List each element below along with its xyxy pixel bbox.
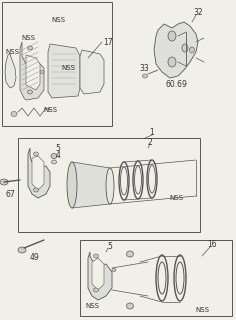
Ellipse shape <box>190 47 194 53</box>
Ellipse shape <box>176 262 184 294</box>
Ellipse shape <box>135 166 142 194</box>
Text: 4: 4 <box>55 150 60 159</box>
Polygon shape <box>92 258 104 290</box>
Text: 49: 49 <box>29 253 39 262</box>
Ellipse shape <box>148 165 156 193</box>
Ellipse shape <box>93 288 98 292</box>
Text: NSS: NSS <box>85 303 99 309</box>
Text: 2: 2 <box>148 138 152 147</box>
Ellipse shape <box>18 247 26 253</box>
Ellipse shape <box>119 162 129 200</box>
Ellipse shape <box>182 44 188 52</box>
Ellipse shape <box>34 188 38 192</box>
Text: 67: 67 <box>5 189 15 198</box>
Polygon shape <box>72 162 110 208</box>
Text: NSS: NSS <box>43 107 57 113</box>
Bar <box>2 2 112 126</box>
Ellipse shape <box>174 255 186 301</box>
Ellipse shape <box>51 160 56 164</box>
Polygon shape <box>154 22 198 78</box>
Text: NSS: NSS <box>51 17 65 23</box>
Polygon shape <box>28 148 50 198</box>
Text: NSS: NSS <box>21 35 35 41</box>
Ellipse shape <box>28 90 33 94</box>
Text: NSS: NSS <box>61 65 75 71</box>
Ellipse shape <box>168 57 176 67</box>
Ellipse shape <box>34 152 38 156</box>
Text: 1: 1 <box>150 127 154 137</box>
Ellipse shape <box>67 162 77 208</box>
Text: 60.69: 60.69 <box>165 79 187 89</box>
Ellipse shape <box>143 74 148 78</box>
Ellipse shape <box>147 160 157 198</box>
Text: 5: 5 <box>55 143 60 153</box>
Ellipse shape <box>40 70 44 74</box>
Ellipse shape <box>106 168 114 204</box>
Ellipse shape <box>156 255 168 301</box>
Ellipse shape <box>93 254 98 258</box>
Text: NSS: NSS <box>5 49 19 55</box>
Text: NSS: NSS <box>169 195 183 201</box>
Ellipse shape <box>112 268 116 271</box>
Text: 16: 16 <box>207 239 217 249</box>
Text: 17: 17 <box>103 37 113 46</box>
Polygon shape <box>32 156 44 190</box>
Text: 5: 5 <box>108 242 112 251</box>
Ellipse shape <box>126 251 134 257</box>
Text: NSS: NSS <box>195 307 209 313</box>
Ellipse shape <box>158 262 166 294</box>
Polygon shape <box>88 252 112 300</box>
Polygon shape <box>48 44 80 98</box>
Ellipse shape <box>121 167 127 195</box>
Bar <box>80 240 232 316</box>
Polygon shape <box>26 55 40 90</box>
Polygon shape <box>20 42 44 100</box>
Ellipse shape <box>0 179 8 185</box>
Text: 33: 33 <box>139 63 149 73</box>
Text: 32: 32 <box>193 7 203 17</box>
Ellipse shape <box>126 303 134 309</box>
Bar <box>18 138 200 232</box>
Ellipse shape <box>51 154 57 158</box>
Polygon shape <box>5 54 16 88</box>
Ellipse shape <box>133 161 143 199</box>
Ellipse shape <box>168 31 176 41</box>
Polygon shape <box>80 50 104 94</box>
Ellipse shape <box>11 111 17 116</box>
Ellipse shape <box>28 46 33 50</box>
